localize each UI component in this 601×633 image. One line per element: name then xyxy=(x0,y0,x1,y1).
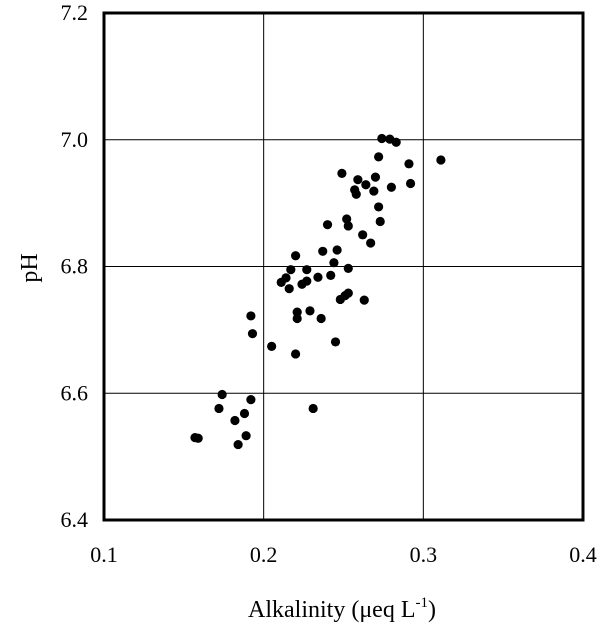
data-point xyxy=(366,238,376,248)
x-tick-label: 0.1 xyxy=(90,542,118,567)
data-point xyxy=(370,172,381,182)
data-point xyxy=(404,159,414,169)
x-tick-label: 0.4 xyxy=(569,542,597,567)
data-point xyxy=(326,270,336,280)
data-point xyxy=(305,306,315,316)
y-tick-label: 6.4 xyxy=(61,507,89,532)
data-point xyxy=(369,186,379,196)
data-point xyxy=(247,329,258,339)
data-point xyxy=(291,251,301,261)
data-point xyxy=(351,189,361,199)
data-point xyxy=(391,137,401,147)
data-point xyxy=(405,178,416,189)
data-point xyxy=(436,155,446,165)
x-axis-title: Alkalinity (μeq L-1) xyxy=(248,595,436,623)
data-point xyxy=(292,307,302,317)
data-points xyxy=(190,133,446,450)
data-point xyxy=(246,311,256,321)
data-point xyxy=(330,337,341,347)
data-point xyxy=(239,408,250,419)
data-point xyxy=(308,403,318,414)
data-point xyxy=(233,439,243,450)
data-point xyxy=(353,175,363,185)
data-point xyxy=(374,152,384,162)
data-point xyxy=(284,284,294,294)
y-tick-label: 6.8 xyxy=(61,254,89,279)
gridlines xyxy=(104,13,583,520)
data-point xyxy=(217,389,227,400)
y-axis-title: pH xyxy=(17,253,43,282)
data-point xyxy=(241,431,251,441)
data-point xyxy=(337,168,347,178)
data-point xyxy=(246,394,256,405)
data-point xyxy=(375,216,385,227)
data-point xyxy=(281,273,291,283)
data-point xyxy=(193,433,203,443)
data-point xyxy=(374,202,384,212)
data-point xyxy=(322,220,333,230)
data-point xyxy=(292,313,302,324)
data-point xyxy=(342,214,352,224)
data-point xyxy=(377,133,387,144)
data-point xyxy=(302,265,312,275)
data-point xyxy=(386,182,396,192)
data-point xyxy=(343,263,353,274)
data-point xyxy=(230,415,240,426)
data-point xyxy=(291,349,301,359)
data-point xyxy=(214,403,224,414)
data-point xyxy=(343,221,353,231)
data-point xyxy=(332,245,342,255)
data-point xyxy=(313,272,323,282)
x-tick-label: 0.2 xyxy=(250,542,278,567)
data-point xyxy=(267,341,277,351)
data-point xyxy=(302,276,312,286)
data-point xyxy=(318,246,328,256)
data-point xyxy=(286,265,296,275)
y-tick-label: 7.2 xyxy=(61,0,89,25)
data-point xyxy=(329,258,339,268)
y-tick-labels: 6.4 6.6 6.8 7.0 7.2 xyxy=(61,0,89,532)
data-point xyxy=(343,288,353,298)
data-point xyxy=(361,180,371,190)
x-tick-label: 0.3 xyxy=(410,542,438,567)
data-point xyxy=(358,230,368,240)
x-tick-labels: 0.1 0.2 0.3 0.4 xyxy=(90,542,597,567)
y-tick-label: 6.6 xyxy=(61,380,89,405)
data-point xyxy=(316,313,326,324)
plot-area-frame xyxy=(102,11,585,522)
data-point xyxy=(359,295,369,305)
y-tick-label: 7.0 xyxy=(61,127,89,152)
